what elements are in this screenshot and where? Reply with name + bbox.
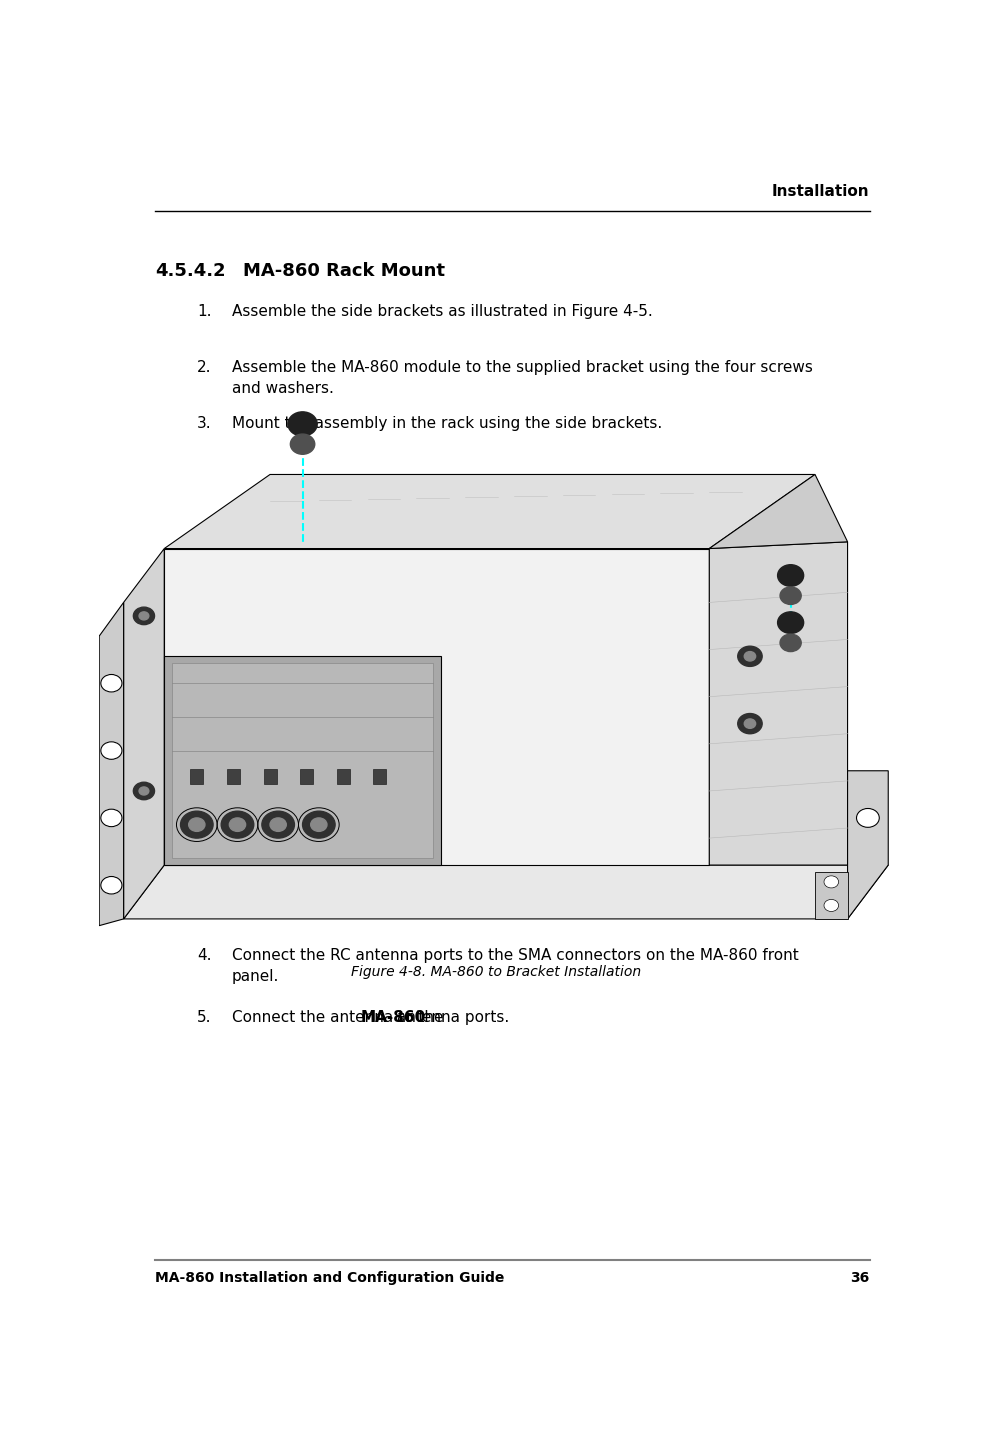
Polygon shape	[124, 865, 888, 919]
Text: 2.: 2.	[197, 360, 211, 374]
Circle shape	[133, 607, 155, 625]
Polygon shape	[165, 475, 815, 549]
Circle shape	[738, 713, 762, 734]
Circle shape	[738, 646, 762, 667]
Bar	[301, 769, 313, 785]
Text: 3.: 3.	[197, 416, 211, 431]
Circle shape	[291, 434, 314, 454]
Circle shape	[133, 782, 155, 799]
Text: 36: 36	[850, 1271, 870, 1286]
Bar	[190, 769, 203, 785]
Circle shape	[824, 900, 838, 911]
Circle shape	[780, 633, 802, 652]
Circle shape	[780, 587, 802, 604]
Bar	[227, 769, 240, 785]
Bar	[264, 769, 277, 785]
Circle shape	[744, 719, 756, 728]
Circle shape	[303, 811, 335, 839]
Polygon shape	[165, 657, 440, 865]
Circle shape	[288, 412, 317, 437]
Text: Mount the assembly in the rack using the side brackets.: Mount the assembly in the rack using the…	[231, 416, 662, 431]
Circle shape	[101, 877, 122, 894]
Text: Assemble the MA-860 module to the supplied bracket using the four screws
and was: Assemble the MA-860 module to the suppli…	[231, 360, 812, 396]
Polygon shape	[847, 770, 888, 919]
Circle shape	[262, 811, 295, 839]
Circle shape	[778, 612, 804, 633]
Circle shape	[139, 612, 149, 620]
Circle shape	[744, 652, 756, 661]
Circle shape	[856, 808, 879, 827]
Text: MA-860: MA-860	[360, 1010, 426, 1025]
Polygon shape	[173, 662, 433, 858]
Polygon shape	[815, 872, 847, 919]
Text: Connect the RC antenna ports to the SMA connectors on the MA-860 front
panel.: Connect the RC antenna ports to the SMA …	[231, 948, 799, 984]
Circle shape	[188, 818, 205, 831]
Text: Installation: Installation	[772, 185, 870, 199]
Circle shape	[139, 786, 149, 795]
Polygon shape	[99, 603, 124, 926]
Circle shape	[310, 818, 327, 831]
Circle shape	[778, 565, 804, 587]
Text: 1.: 1.	[197, 304, 211, 319]
Polygon shape	[165, 549, 709, 865]
Text: 4.5.4.2: 4.5.4.2	[155, 262, 225, 280]
Circle shape	[270, 818, 287, 831]
Text: 4.: 4.	[197, 948, 211, 964]
Circle shape	[101, 741, 122, 760]
Polygon shape	[709, 542, 847, 865]
Text: MA-860 Rack Mount: MA-860 Rack Mount	[243, 262, 445, 280]
Text: Assemble the side brackets as illustrated in Figure 4-5.: Assemble the side brackets as illustrate…	[231, 304, 653, 319]
Circle shape	[229, 818, 246, 831]
Circle shape	[824, 877, 838, 888]
Circle shape	[101, 810, 122, 827]
Text: Connect the antenna to the: Connect the antenna to the	[231, 1010, 448, 1025]
Bar	[373, 769, 386, 785]
Circle shape	[181, 811, 213, 839]
Circle shape	[101, 674, 122, 692]
Text: MA-860 Installation and Configuration Guide: MA-860 Installation and Configuration Gu…	[155, 1271, 504, 1286]
Text: Figure 4-8. MA-860 to Bracket Installation: Figure 4-8. MA-860 to Bracket Installati…	[351, 965, 641, 980]
Text: antenna ports.: antenna ports.	[392, 1010, 509, 1025]
Polygon shape	[124, 549, 165, 919]
Bar	[336, 769, 350, 785]
Text: 5.: 5.	[197, 1010, 211, 1025]
Polygon shape	[709, 475, 847, 549]
Circle shape	[221, 811, 254, 839]
